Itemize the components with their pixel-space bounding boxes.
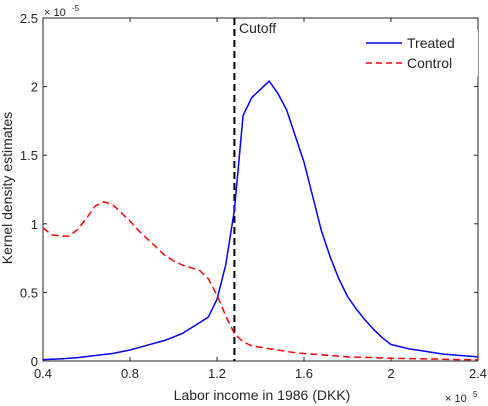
legend-box <box>360 30 478 76</box>
x-exponent-base: × 10 <box>445 393 467 405</box>
legend-label-treated: Treated <box>407 35 455 51</box>
x-tick-label: 2 <box>387 366 394 381</box>
legend-label-control: Control <box>407 55 452 71</box>
x-tick-label: 2.4 <box>469 366 487 381</box>
y-tick-label: 2.5 <box>20 11 38 26</box>
x-exponent-label: × 10 5 <box>445 390 478 405</box>
y-exponent-label: × 10 -5 <box>44 4 80 19</box>
legend: Treated Control <box>360 30 478 76</box>
x-tick-label: 0.4 <box>34 366 52 381</box>
x-tick-label: 1.2 <box>208 366 226 381</box>
y-exponent-power: -5 <box>72 4 80 13</box>
x-tick-label: 0.8 <box>121 366 139 381</box>
y-exponent-base: × 10 <box>44 7 66 19</box>
x-axis-label: Labor income in 1986 (DKK) <box>174 387 351 403</box>
y-axis-label: Kernel density estimates <box>0 112 15 265</box>
series-line-control <box>42 201 478 361</box>
x-exponent-power: 5 <box>473 390 478 399</box>
plot-area: 0.4 0.8 1.2 1.6 2 2.4 0 0.5 1 1.5 2 2.5 <box>20 11 487 381</box>
y-tick-label: 2 <box>31 80 38 95</box>
x-tick-label: 1.6 <box>295 366 313 381</box>
cutoff-label: Cutoff <box>239 20 276 36</box>
y-tick-label: 1.5 <box>20 148 38 163</box>
series-line-treated <box>42 80 479 361</box>
axes-box <box>42 17 479 362</box>
y-tick-label: 1 <box>31 217 38 232</box>
y-tick-label: 0 <box>31 354 38 369</box>
y-tick-label: 0.5 <box>20 285 38 300</box>
